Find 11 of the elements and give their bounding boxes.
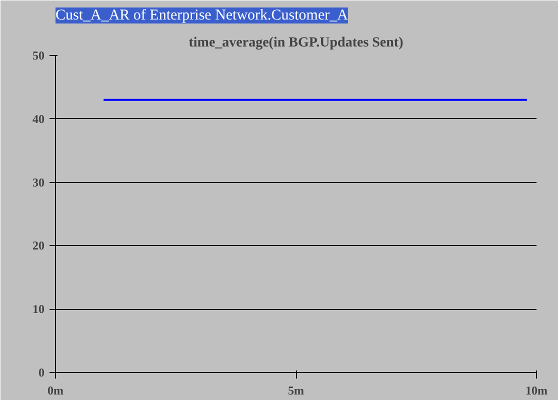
chart-subtitle: time_average(in BGP.Updates Sent) (188, 36, 404, 50)
y-tick-label: 50 (32, 48, 44, 62)
chart-title: Cust_A_AR of Enterprise Network.Customer_A (56, 8, 348, 24)
y-tick-label: 0 (38, 366, 44, 380)
y-tick-label: 20 (32, 238, 44, 253)
x-tick-label: 5m (288, 384, 304, 398)
y-tick-label: 30 (32, 175, 44, 190)
x-tick-label: 10m (526, 384, 548, 398)
y-tick-label: 10 (32, 302, 44, 316)
x-tick-label: 0m (48, 384, 64, 398)
y-tick-label: 40 (32, 112, 44, 126)
